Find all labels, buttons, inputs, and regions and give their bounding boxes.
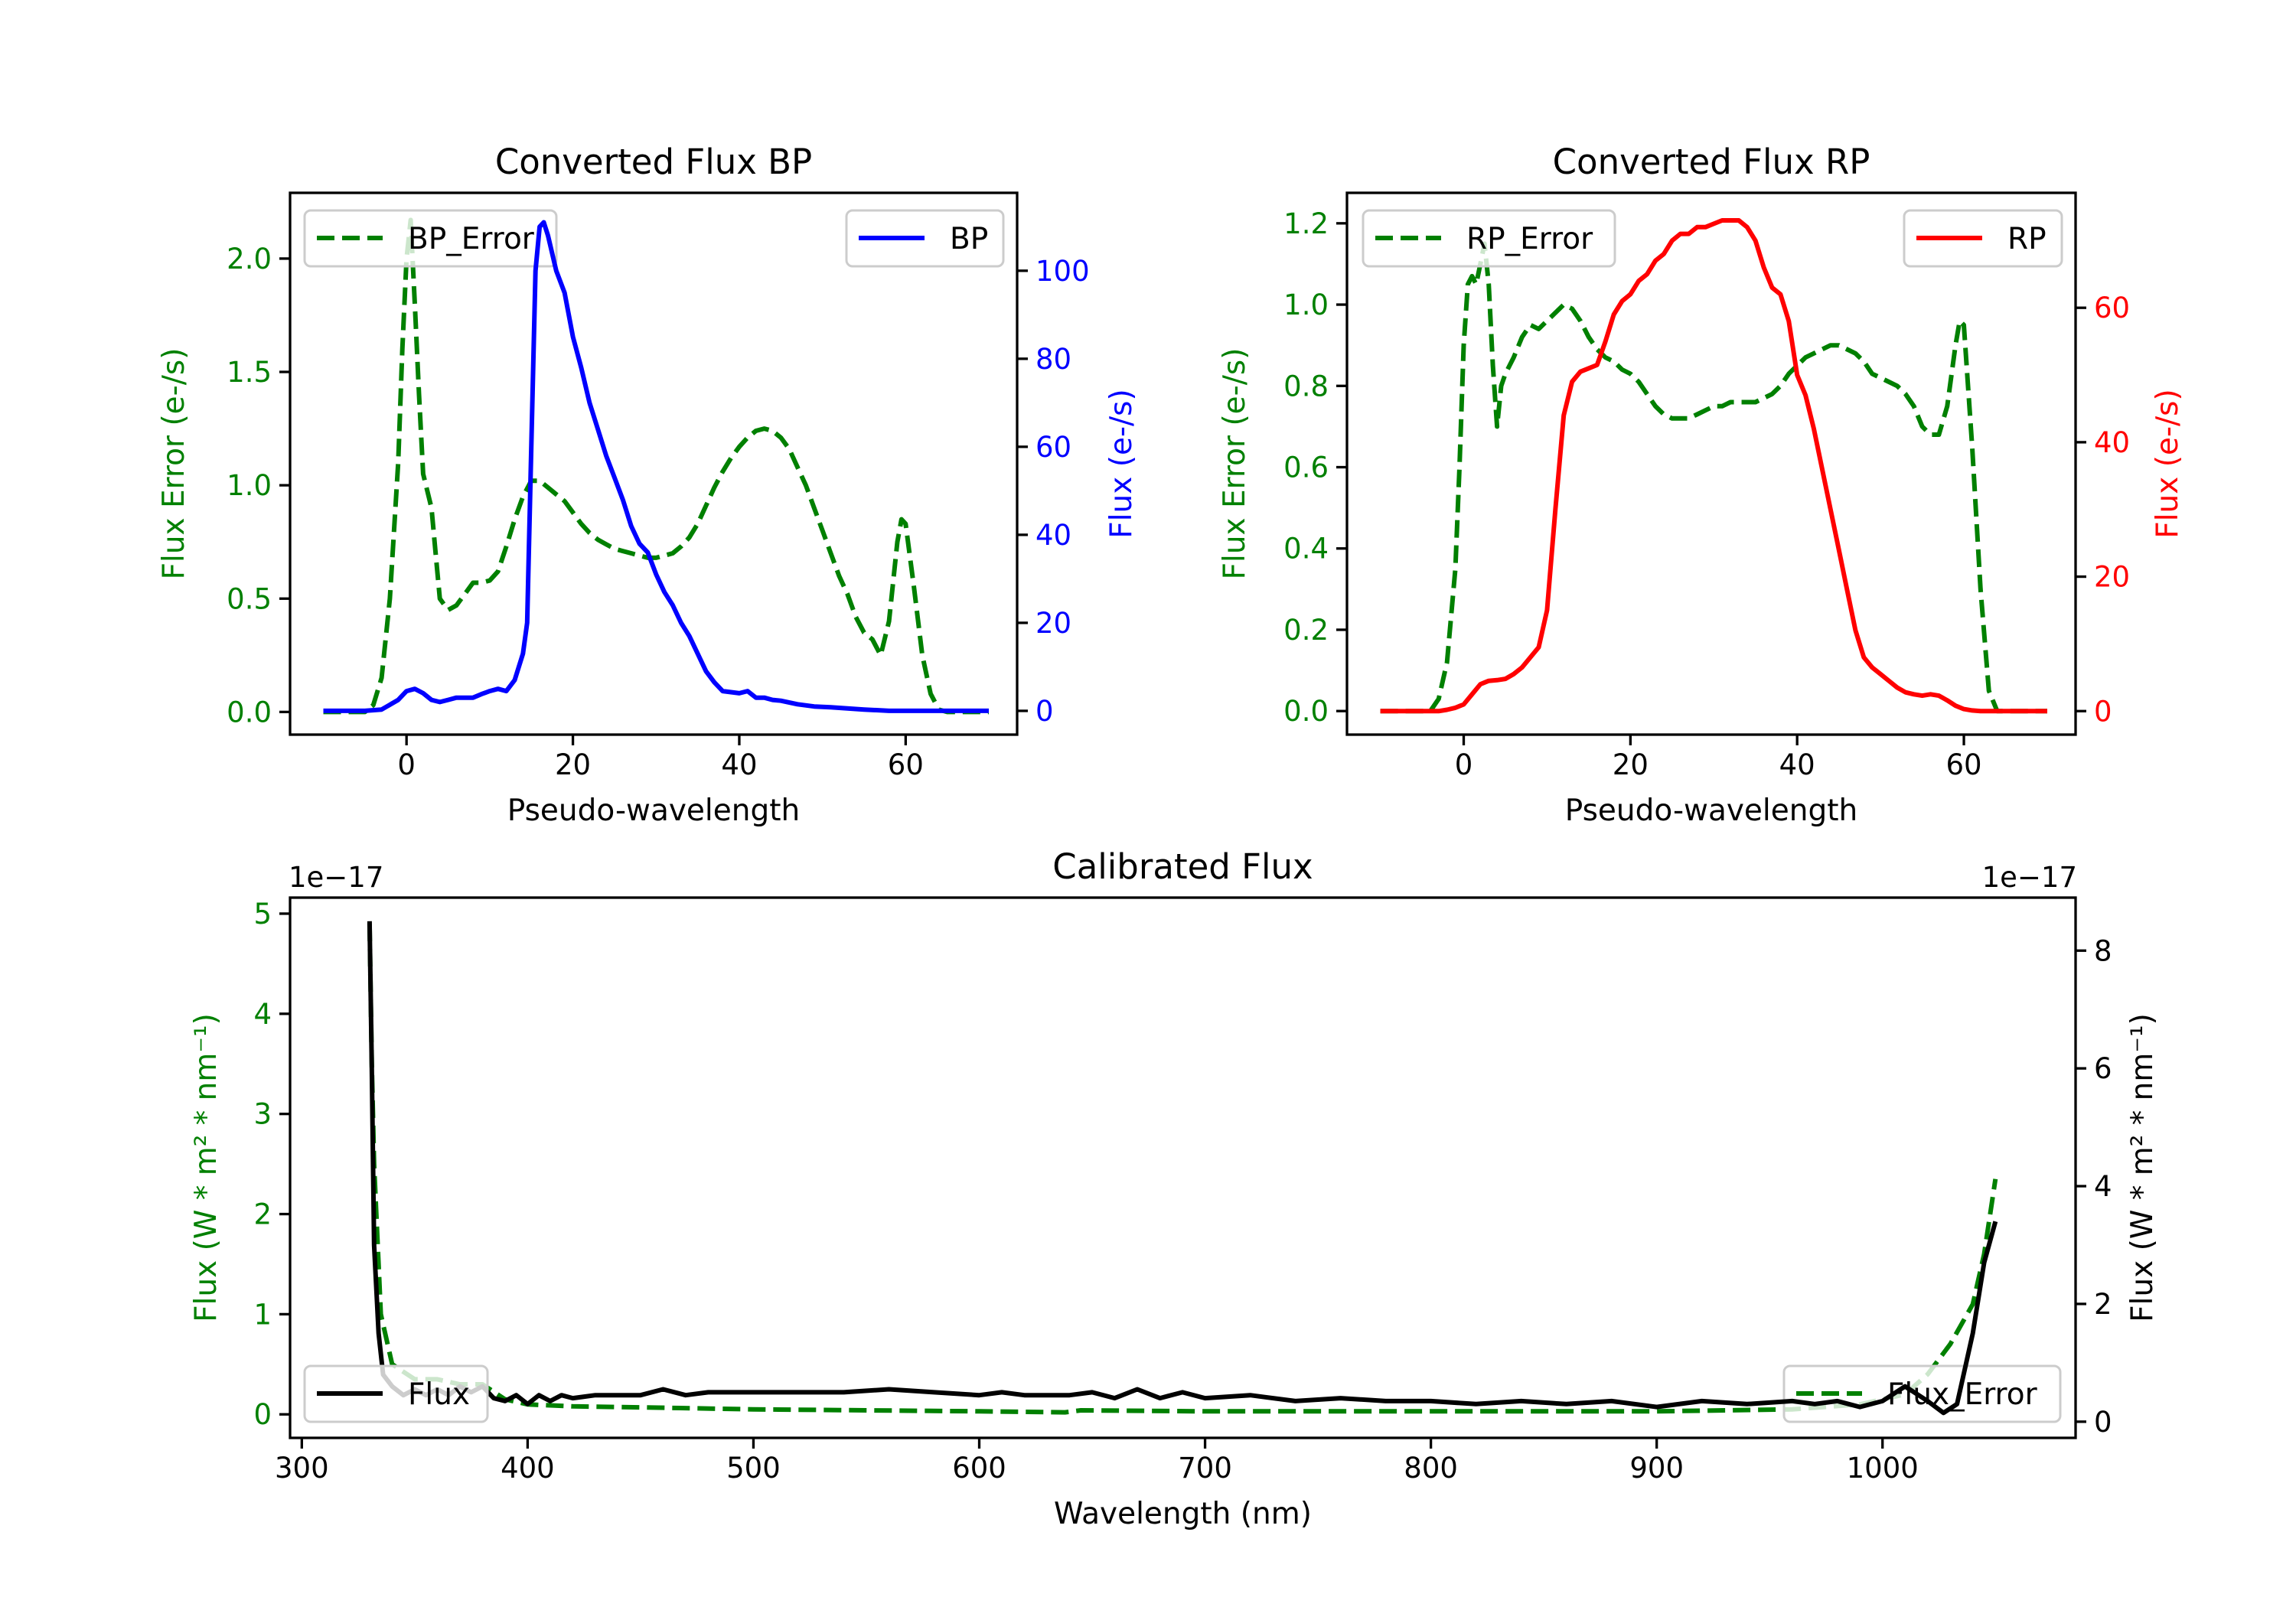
y-left-tick-label: 1.0 [1283, 288, 1329, 321]
series-line-bp-error [323, 217, 989, 715]
x-tick-label: 700 [1178, 1452, 1232, 1485]
y-right-tick-label: 40 [2094, 426, 2130, 459]
legend-label: RP [2007, 222, 2047, 256]
y-left-tick-label: 4 [253, 998, 272, 1031]
y-left-tick-label: 0.6 [1283, 451, 1329, 484]
y-left-tick-label: 0.5 [227, 582, 272, 615]
y-right-tick-label: 0 [2094, 695, 2112, 728]
y-left-tick-label: 1.2 [1283, 207, 1329, 240]
y-right-tick-label: 80 [1035, 343, 1071, 376]
panel-1: RP_Error RP 0 20 40 60 0.0 0.2 0.4 0.6 0.8 1.0 1.2 0 2… [1218, 142, 2185, 828]
series-line-rp-error [1380, 241, 2047, 714]
legend-label: BP_Error [408, 222, 535, 256]
y-left-tick-label: 0.0 [227, 696, 272, 729]
axes-frame [289, 896, 2077, 1439]
y-left-offset-text: 1e−17 [289, 861, 383, 894]
y-left-tick-label: 2 [253, 1198, 272, 1231]
legend-label: BP [950, 222, 988, 256]
legend-box [1362, 209, 1616, 268]
y-right-tick-label: 4 [2094, 1170, 2112, 1203]
y-right-tick-label: 2 [2094, 1288, 2112, 1321]
y-right-offset-text: 1e−17 [1982, 861, 2077, 894]
y-left-tick-label: 1.5 [227, 356, 272, 389]
chart-title: Converted Flux RP [1553, 142, 1870, 182]
x-tick-label: 60 [888, 748, 924, 781]
legend-box [303, 1364, 489, 1423]
x-tick-label: 900 [1629, 1452, 1684, 1485]
x-tick-label: 60 [1945, 748, 1981, 781]
legend-box [1782, 1364, 2062, 1423]
y-left-tick-label: 0 [253, 1398, 272, 1431]
y-right-tick-label: 6 [2094, 1052, 2112, 1085]
x-axis-label: Pseudo-wavelength [1565, 794, 1857, 828]
y-right-tick-label: 0 [1035, 695, 1054, 728]
series-line-bp [323, 220, 989, 713]
y-right-tick-label: 20 [1035, 607, 1071, 640]
y-left-tick-label: 2.0 [227, 243, 272, 275]
y-right-axis-label: Flux (e-/s) [1104, 389, 1139, 538]
chart-title: Calibrated Flux [1052, 846, 1313, 887]
x-tick-label: 40 [1779, 748, 1815, 781]
legend-label: RP_Error [1466, 222, 1593, 256]
chart-title: Converted Flux BP [495, 142, 812, 182]
legend-flux-error: Flux_Error [1782, 1364, 2062, 1423]
y-left-axis-label: Flux (W * m² * nm⁻¹) [189, 1013, 223, 1322]
legend-bp-error: BP_Error [303, 209, 558, 268]
y-left-tick-label: 1 [253, 1298, 272, 1331]
y-left-tick-label: 5 [253, 898, 272, 931]
x-tick-label: 600 [952, 1452, 1006, 1485]
legend-box [303, 209, 558, 268]
y-right-tick-label: 60 [1035, 431, 1071, 464]
y-left-tick-label: 0.0 [1283, 695, 1329, 728]
legend-box [1903, 209, 2063, 268]
x-tick-label: 20 [555, 748, 591, 781]
y-left-axis-label: Flux Error (e-/s) [157, 348, 191, 580]
y-right-axis-label: Flux (e-/s) [2151, 389, 2185, 538]
y-right-tick-label: 100 [1035, 255, 1090, 288]
y-right-tick-label: 60 [2094, 292, 2130, 324]
x-tick-label: 300 [275, 1452, 329, 1485]
series-line-flux [367, 921, 1998, 1416]
x-tick-label: 0 [397, 748, 416, 781]
y-left-tick-label: 1.0 [227, 469, 272, 502]
panel-2: Flux_Error Flux 300 400 500 600 700 800 900 1000 0… [189, 846, 2160, 1531]
x-axis-label: Wavelength (nm) [1054, 1497, 1312, 1531]
y-right-tick-label: 20 [2094, 561, 2130, 594]
x-tick-label: 400 [501, 1452, 555, 1485]
legend-flux: Flux [303, 1364, 489, 1423]
legend-label: Flux [408, 1377, 470, 1412]
x-tick-label: 800 [1404, 1452, 1458, 1485]
y-right-tick-label: 0 [2094, 1406, 2112, 1439]
axes-frame [1345, 191, 2077, 736]
axes-frame [289, 191, 1019, 736]
y-right-tick-label: 40 [1035, 519, 1071, 552]
series-line-flux-error [367, 923, 1998, 1415]
y-left-tick-label: 0.2 [1283, 614, 1329, 647]
x-tick-label: 40 [721, 748, 757, 781]
y-left-tick-label: 0.4 [1283, 533, 1329, 566]
x-axis-label: Pseudo-wavelength [507, 794, 800, 828]
panel-0: BP_Error BP 0 20 40 60 0.0 0.5 1.0 1.5 2.0 0 20 40 60 8… [157, 142, 1139, 828]
x-tick-label: 20 [1613, 748, 1649, 781]
y-left-tick-label: 3 [253, 1098, 272, 1131]
y-left-axis-label: Flux Error (e-/s) [1218, 348, 1252, 580]
legend-box [845, 209, 1005, 268]
x-tick-label: 1000 [1847, 1452, 1919, 1485]
y-left-tick-label: 0.8 [1283, 370, 1329, 403]
y-right-axis-label: Flux (W * m² * nm⁻¹) [2125, 1013, 2160, 1322]
x-tick-label: 0 [1455, 748, 1473, 781]
legend-rp: RP [1903, 209, 2063, 268]
series-line-rp [1380, 218, 2047, 714]
x-tick-label: 500 [726, 1452, 781, 1485]
y-right-tick-label: 8 [2094, 934, 2112, 967]
legend-bp: BP [845, 209, 1005, 268]
legend-rp-error: RP_Error [1362, 209, 1616, 268]
